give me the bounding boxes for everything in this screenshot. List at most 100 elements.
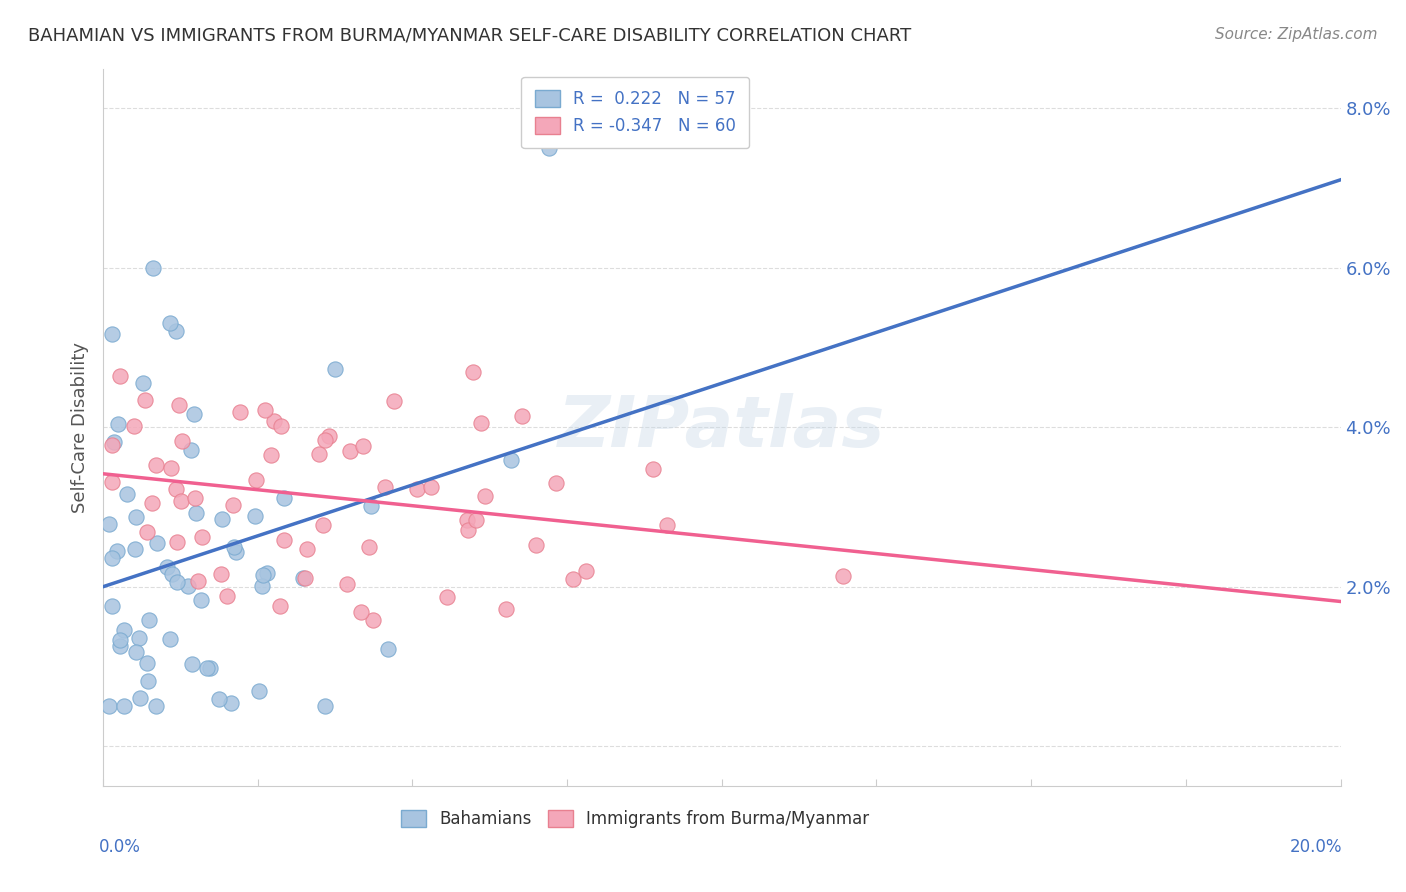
Point [311, 518, 333, 533]
Point [108, 633, 131, 648]
Text: ZIPatlas: ZIPatlas [558, 392, 886, 462]
Point [456, 513, 478, 527]
Point [273, 491, 295, 505]
Point [135, 656, 157, 670]
Point [105, 543, 128, 558]
Point [243, 508, 266, 523]
Point [101, 438, 124, 452]
Point [103, 434, 125, 449]
Point [190, 593, 212, 607]
Point [159, 632, 181, 647]
Point [406, 483, 429, 497]
Point [183, 407, 205, 421]
Point [187, 574, 209, 588]
Point [110, 639, 132, 653]
Point [256, 566, 278, 580]
Point [166, 575, 188, 590]
Point [420, 480, 443, 494]
Point [353, 439, 375, 453]
Point [167, 398, 190, 412]
Point [470, 416, 492, 430]
Text: 0.0%: 0.0% [98, 838, 141, 856]
Point [159, 316, 181, 330]
Point [165, 482, 187, 496]
Text: Source: ZipAtlas.com: Source: ZipAtlas.com [1215, 27, 1378, 42]
Point [138, 613, 160, 627]
Point [122, 419, 145, 434]
Point [474, 489, 496, 503]
Point [360, 499, 382, 513]
Point [461, 365, 484, 379]
Point [308, 447, 330, 461]
Point [98, 699, 121, 714]
Point [260, 448, 283, 462]
Point [270, 418, 292, 433]
Point [217, 589, 239, 603]
Point [252, 568, 274, 582]
Text: BAHAMIAN VS IMMIGRANTS FROM BURMA/MYANMAR SELF-CARE DISABILITY CORRELATION CHART: BAHAMIAN VS IMMIGRANTS FROM BURMA/MYANMA… [28, 27, 911, 45]
Point [294, 571, 316, 585]
Point [318, 428, 340, 442]
Point [186, 506, 208, 520]
Point [382, 394, 405, 409]
Point [314, 433, 336, 447]
Point [107, 417, 129, 431]
Point [336, 577, 359, 591]
Point [132, 376, 155, 390]
Point [221, 696, 243, 710]
Point [125, 645, 148, 659]
Point [160, 566, 183, 581]
Point [181, 657, 204, 672]
Point [169, 494, 191, 508]
Point [562, 572, 585, 586]
Point [128, 631, 150, 645]
Legend: Bahamians, Immigrants from Burma/Myanmar: Bahamians, Immigrants from Burma/Myanmar [394, 804, 876, 835]
Point [641, 462, 664, 476]
Point [254, 403, 277, 417]
Point [247, 684, 270, 698]
Text: 20.0%: 20.0% [1291, 838, 1343, 856]
Point [465, 513, 488, 527]
Point [657, 518, 679, 533]
Point [112, 699, 135, 714]
Point [145, 699, 167, 714]
Point [136, 673, 159, 688]
Point [510, 409, 533, 423]
Point [291, 571, 314, 585]
Point [124, 542, 146, 557]
Point [209, 566, 232, 581]
Point [200, 661, 222, 675]
Point [195, 661, 218, 675]
Point [229, 404, 252, 418]
Point [832, 569, 855, 583]
Point [128, 691, 150, 706]
Point [100, 599, 122, 613]
Point [191, 530, 214, 544]
Point [349, 605, 371, 619]
Point [339, 444, 361, 458]
Point [457, 524, 479, 538]
Point [134, 392, 156, 407]
Point [135, 524, 157, 539]
Point [297, 542, 319, 557]
Point [141, 496, 163, 510]
Point [357, 540, 380, 554]
Point [377, 642, 399, 657]
Point [170, 434, 193, 449]
Point [101, 475, 124, 489]
Point [101, 327, 124, 342]
Point [314, 699, 336, 714]
Point [222, 499, 245, 513]
Point [112, 623, 135, 637]
Point [574, 564, 596, 578]
Point [211, 512, 233, 526]
Point [166, 535, 188, 549]
Point [115, 487, 138, 501]
Point [98, 517, 121, 532]
Point [363, 613, 385, 627]
Point [101, 550, 124, 565]
Point [156, 559, 179, 574]
Point [208, 692, 231, 706]
Y-axis label: Self-Care Disability: Self-Care Disability [72, 342, 89, 513]
Point [110, 369, 132, 384]
